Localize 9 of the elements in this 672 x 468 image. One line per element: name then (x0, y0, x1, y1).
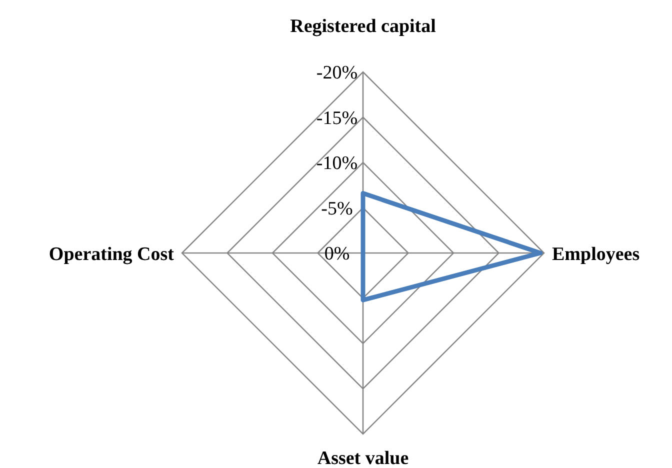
y-tick-label: -5% (321, 198, 353, 220)
y-tick-label: -20% (316, 62, 358, 84)
spoke-label: Employees (552, 244, 640, 265)
spoke-label: Asset value (317, 448, 409, 468)
y-tick-label: 0% (324, 244, 350, 265)
y-tick-label: -15% (316, 108, 358, 129)
spoke-label: Registered capital (290, 16, 436, 37)
spoke-label: Operating Cost (48, 244, 175, 265)
y-tick-label: -10% (316, 153, 358, 174)
